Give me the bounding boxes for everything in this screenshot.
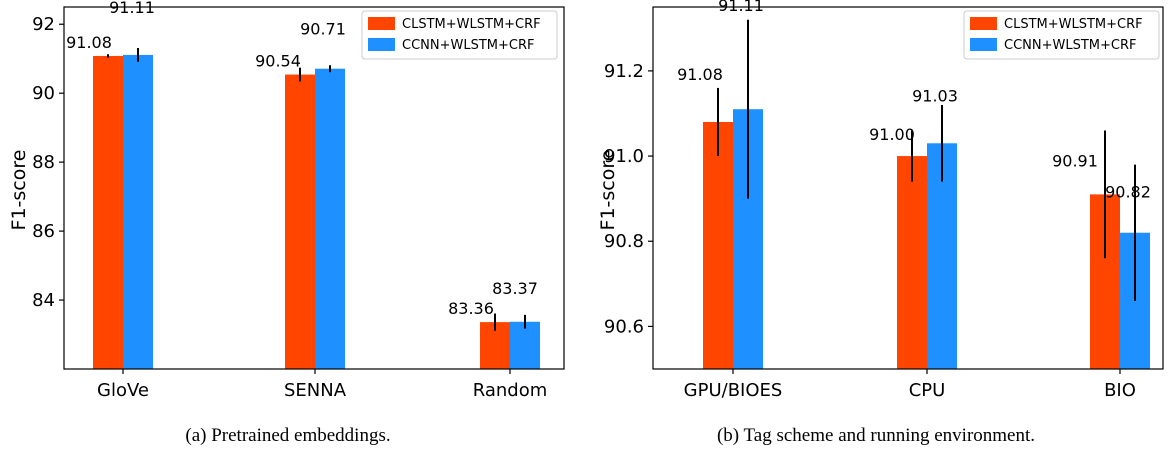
bar-series-a-senna [285,74,315,369]
data-label: 83.37 [492,279,538,298]
plot-frame [652,6,1164,370]
y-axis-label: F1-score [597,150,619,231]
y-tick-label: 88 [32,152,55,173]
bar-series-a-cpu [897,156,927,369]
y-tick-label: 90.6 [604,316,644,337]
legend-box [361,10,558,60]
bar-series-b-random [510,321,540,369]
y-tick-label: 86 [32,221,55,242]
x-tick-label: SENNA [284,380,347,401]
chart-tag-scheme-environment: F1-score (b) Tag scheme and running envi… [597,0,1164,446]
legend: CLSTM+WLSTM+CRF CCNN+WLSTM+CRF [963,10,1160,60]
legend-label-series-a: CLSTM+WLSTM+CRF [1004,17,1143,32]
y-tick-label: 90.8 [604,231,644,252]
data-label: 91.08 [66,33,112,52]
x-tick-label: BIO [1104,380,1136,401]
legend-box [963,10,1160,60]
legend-label-series-b: CCNN+WLSTM+CRF [1004,38,1136,53]
x-tick-label: Random [473,380,548,401]
data-label: 90.82 [1105,183,1151,202]
legend-swatch-series-a [368,17,395,30]
caption: (a) Pretrained embeddings. [185,425,390,446]
y-tick-label: 91.0 [604,146,644,167]
data-label: 91.11 [718,0,764,15]
caption: (b) Tag scheme and running environment. [717,425,1035,446]
x-tick-label: GPU/BIOES [684,380,783,401]
bar-series-a-glove [93,55,123,370]
data-label: 91.00 [869,125,915,144]
legend-label-series-b: CCNN+WLSTM+CRF [402,38,534,53]
legend-swatch-series-b [970,38,997,51]
bar-series-b-senna [315,68,345,370]
bar-series-a-gpu-bioes [703,121,733,369]
x-tick-label: CPU [909,380,946,401]
y-tick-label: 90 [32,83,55,104]
y-axis-label: F1-score [8,150,30,231]
data-label: 90.91 [1052,151,1098,170]
x-tick-label: GloVe [97,380,149,401]
y-tick-label: 91.2 [604,61,644,82]
data-label: 90.54 [255,52,301,71]
data-label: 90.71 [300,20,346,39]
data-label: 83.36 [448,299,494,318]
plot-frame [63,6,565,370]
data-label: 91.03 [912,86,958,105]
legend-swatch-series-a [970,17,997,30]
data-label: 91.11 [109,0,155,17]
legend-label-series-a: CLSTM+WLSTM+CRF [402,17,541,32]
bar-series-b-glove [123,54,153,369]
legend-swatch-series-b [368,38,395,51]
data-label: 91.08 [677,65,723,84]
chart-pretrained-embeddings: F1-score (a) Pretrained embeddings. 91.0… [8,0,565,446]
legend: CLSTM+WLSTM+CRF CCNN+WLSTM+CRF [361,10,558,60]
y-tick-label: 92 [32,14,55,35]
y-tick-label: 84 [32,290,55,311]
